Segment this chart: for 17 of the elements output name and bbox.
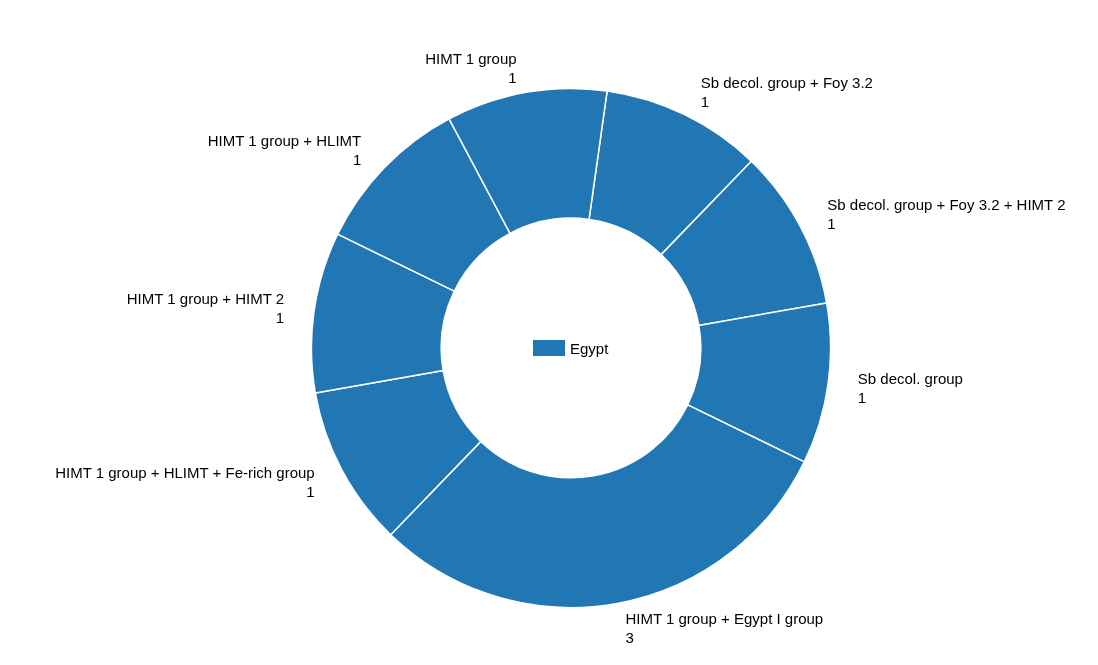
slice-label: Sb decol. group + Foy 3.2 + HIMT 2 <box>827 196 1066 214</box>
data-label: 1 <box>275 309 285 327</box>
slice-label: Sb decol. group + Foy 3.2 <box>700 74 873 92</box>
data-label: 1 <box>857 388 867 406</box>
legend-label: Egypt <box>570 339 610 357</box>
slice-label: HIMT 1 group + HLIMT + Fe-rich group <box>55 463 315 481</box>
data-label: 1 <box>306 482 315 500</box>
slice-label: Sb decol. group <box>857 369 963 387</box>
slice-label: HIMT 1 group <box>425 49 517 67</box>
slice-label: HIMT 1 group + HIMT 2 <box>126 290 285 308</box>
data-label: 1 <box>827 215 836 233</box>
data-label: 3 <box>625 629 634 647</box>
slice-label: HIMT 1 group + Egypt I group <box>625 610 824 628</box>
data-label: 1 <box>352 151 362 169</box>
slice-label: HIMT 1 group + HLIMT <box>207 132 362 150</box>
data-label: 1 <box>700 93 710 111</box>
data-label: 1 <box>508 68 517 86</box>
